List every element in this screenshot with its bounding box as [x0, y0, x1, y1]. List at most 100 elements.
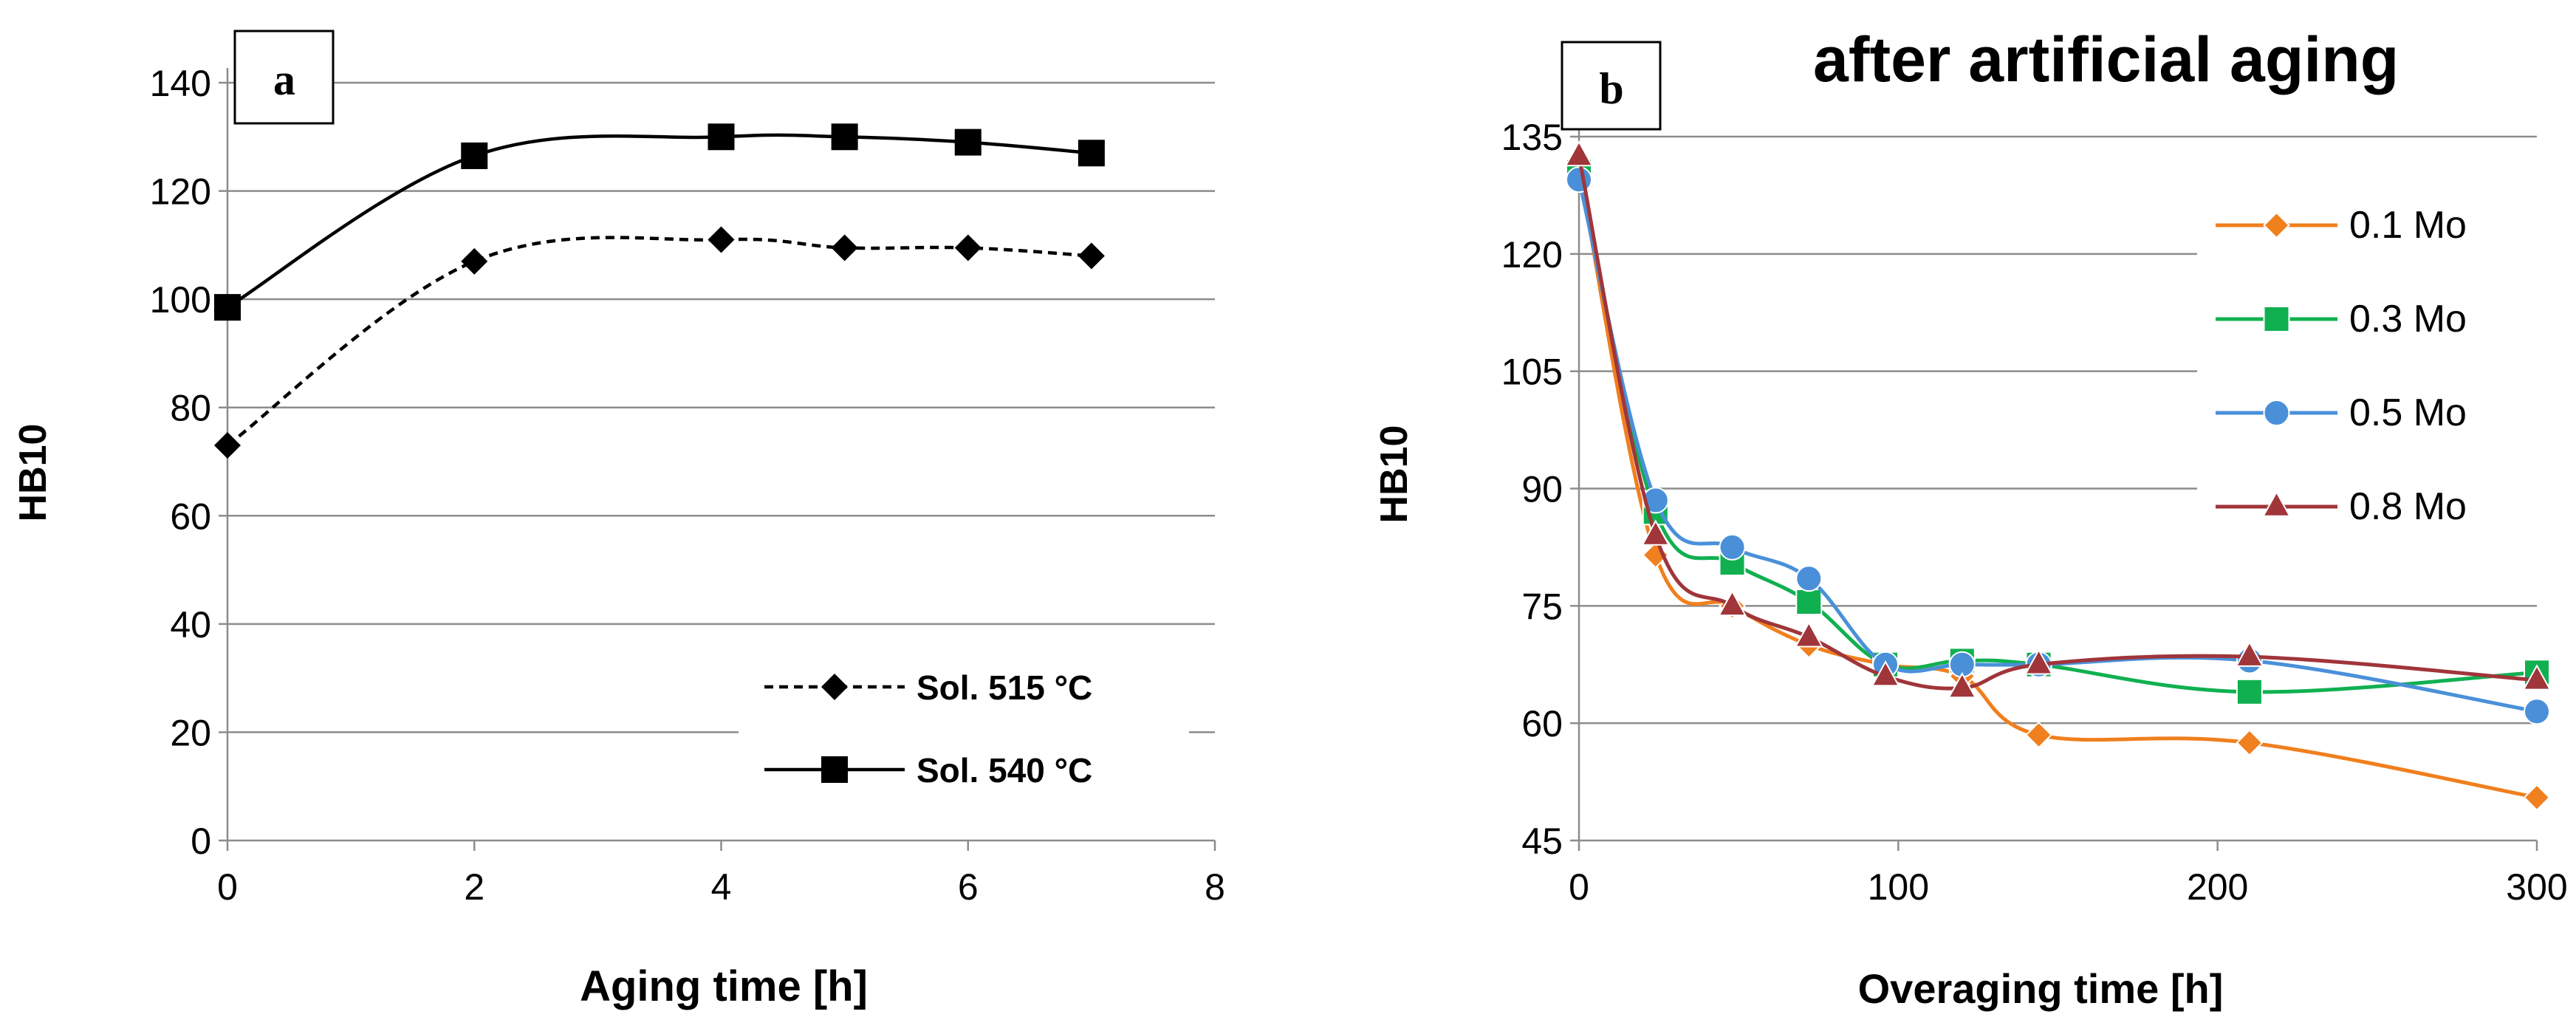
- data-point: [2025, 721, 2052, 749]
- legend-item: 0.8 Mo: [2216, 485, 2467, 528]
- legend-marker: [821, 674, 848, 700]
- legend-background: [739, 646, 1189, 809]
- panel-label-box: b: [1561, 41, 1662, 131]
- x-tick-label: 0: [217, 866, 238, 908]
- legend-label: 0.3 Mo: [2349, 298, 2467, 340]
- data-point: [1566, 166, 1592, 194]
- legend-marker: [2263, 400, 2290, 426]
- legend-marker: [2263, 306, 2290, 332]
- data-point: [2024, 648, 2054, 675]
- data-point: [708, 123, 735, 151]
- data-point: [2236, 729, 2264, 757]
- data-point: [1078, 140, 1105, 167]
- legend-marker: [2261, 490, 2292, 517]
- data-point: [461, 142, 488, 169]
- legend-item: Sol. 540 °C: [764, 751, 1092, 790]
- y-tick-label: 105: [1501, 352, 1563, 393]
- x-tick-label: 4: [711, 866, 732, 908]
- legend-item: Sol. 515 °C: [764, 668, 1092, 707]
- data-point: [1078, 242, 1105, 270]
- data-point: [1719, 533, 1746, 561]
- y-tick-label: 40: [170, 604, 211, 646]
- y-axis-label: HB10: [12, 424, 55, 522]
- series-group: [214, 123, 1105, 459]
- series-group: [1564, 140, 2552, 812]
- x-tick-label: 300: [2506, 866, 2567, 908]
- data-point: [2236, 678, 2263, 705]
- data-point: [1795, 589, 1823, 616]
- data-point: [708, 226, 735, 253]
- y-tick-label: 45: [1521, 821, 1563, 862]
- y-tick-label: 60: [1521, 703, 1563, 744]
- panel-label: a: [273, 55, 295, 104]
- data-point: [831, 234, 858, 261]
- data-point: [2523, 784, 2551, 812]
- data-point: [2522, 664, 2552, 691]
- data-point: [831, 123, 858, 151]
- x-axis-label: Aging time [h]: [580, 962, 868, 1010]
- x-tick-label: 2: [464, 866, 484, 908]
- panel-label: b: [1599, 64, 1623, 113]
- legend: 0.1 Mo 0.3 Mo 0.5 Mo 0.8 Mo: [2197, 188, 2544, 539]
- panel-label-box: a: [233, 30, 335, 125]
- legend-marker: [821, 756, 848, 783]
- series-line: [226, 236, 1092, 447]
- data-point: [1642, 487, 1669, 514]
- x-tick-label: 200: [2187, 866, 2248, 908]
- data-point: [1948, 671, 1977, 699]
- legend-background: [2197, 188, 2544, 539]
- x-tick-labels: 0 2 4 6 8: [217, 866, 1225, 908]
- legend-label: Sol. 540 °C: [917, 751, 1092, 790]
- x-tick-label: 100: [1868, 866, 1929, 908]
- y-tick-label: 120: [1501, 234, 1563, 275]
- chart-title: after artificial aging: [1813, 24, 2399, 95]
- y-tick-label: 100: [150, 279, 211, 321]
- data-point: [2235, 640, 2264, 667]
- data-point: [1794, 621, 1823, 648]
- legend-label: 0.8 Mo: [2349, 485, 2467, 528]
- legend-item: 0.5 Mo: [2216, 391, 2467, 434]
- series-sol-540-c: [214, 123, 1105, 321]
- y-tick-labels: 45 60 75 90 105 120 135: [1501, 117, 1563, 862]
- data-point: [214, 432, 241, 459]
- chart-panel-a: 0 20 40 60 80 100 120 140 0 2 4 6 8 HB10 Aging time…: [12, 30, 1225, 1010]
- data-point: [1641, 519, 1671, 546]
- legend-label: 0.1 Mo: [2349, 204, 2467, 247]
- y-tick-label: 60: [170, 496, 211, 537]
- data-point: [1871, 660, 1900, 687]
- data-point: [1795, 565, 1823, 592]
- data-point: [1564, 140, 1594, 167]
- series-sol-515-c: [214, 226, 1105, 459]
- legend-item: 0.3 Mo: [2216, 298, 2467, 340]
- data-point: [214, 294, 241, 321]
- legend-label: 0.5 Mo: [2349, 391, 2467, 434]
- y-tick-label: 90: [1521, 469, 1563, 510]
- data-point: [954, 234, 982, 261]
- y-tick-labels: 0 20 40 60 80 100 120 140: [150, 63, 211, 862]
- y-tick-label: 0: [191, 821, 211, 862]
- x-tick-labels: 0 100 200 300: [1569, 866, 2568, 908]
- y-axis-label: HB10: [1373, 425, 1416, 524]
- data-point: [461, 247, 488, 275]
- y-tick-label: 80: [170, 388, 211, 429]
- series-0-8-mo: [1564, 140, 2552, 699]
- legend-item: 0.1 Mo: [2216, 204, 2467, 247]
- gridlines: [227, 81, 1215, 733]
- axes: [1570, 122, 2538, 851]
- y-tick-label: 135: [1501, 117, 1563, 158]
- x-tick-label: 6: [958, 866, 979, 908]
- x-tick-label: 8: [1205, 866, 1225, 908]
- legend-marker: [2263, 211, 2290, 239]
- x-axis-label: Overaging time [h]: [1858, 965, 2224, 1012]
- legend: Sol. 515 °C Sol. 540 °C: [739, 646, 1189, 809]
- y-tick-label: 20: [170, 712, 211, 753]
- legend-label: Sol. 515 °C: [917, 668, 1092, 707]
- data-point: [1717, 589, 1747, 617]
- y-tick-label: 75: [1521, 586, 1563, 627]
- y-tick-label: 120: [150, 171, 211, 213]
- data-point: [2524, 698, 2550, 725]
- series-line: [226, 133, 1092, 309]
- x-tick-label: 0: [1569, 866, 1589, 908]
- y-tick-label: 140: [150, 63, 211, 104]
